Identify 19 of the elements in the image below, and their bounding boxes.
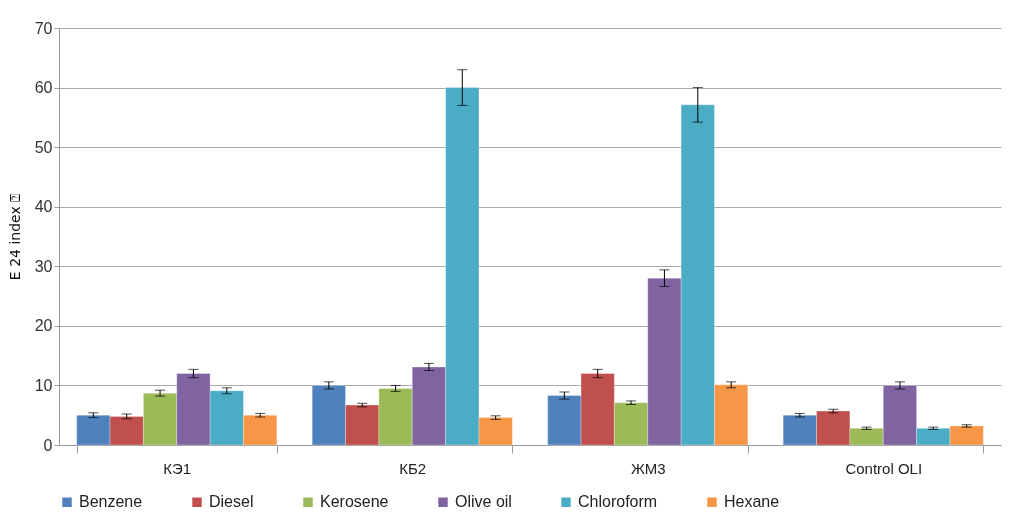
legend-label: Olive oil [455,493,512,511]
x-tick-label: Control OLI [845,459,923,477]
legend-label: Chloroform [578,493,658,511]
legend-label: Hexane [724,493,780,511]
legend-label: Benzene [79,493,143,511]
x-tick-label: КЭ1 [163,459,192,477]
legend-label: Diesel [209,493,254,511]
x-tick-label: ЖМ3 [630,459,666,477]
y-tick-label: 0 [43,436,53,454]
y-axis-title: E 24 index ⍰ [6,193,23,281]
y-tick-label: 60 [34,79,53,97]
legend-label: Kerosene [320,493,389,511]
y-tick-label: 10 [34,376,53,394]
y-tick-label: 70 [34,19,53,37]
x-tick-label: КБ2 [399,459,427,477]
y-tick-label: 50 [34,138,53,156]
y-tick-label: 30 [34,257,53,275]
y-tick-label: 20 [34,317,53,335]
y-tick-label: 40 [34,198,53,216]
